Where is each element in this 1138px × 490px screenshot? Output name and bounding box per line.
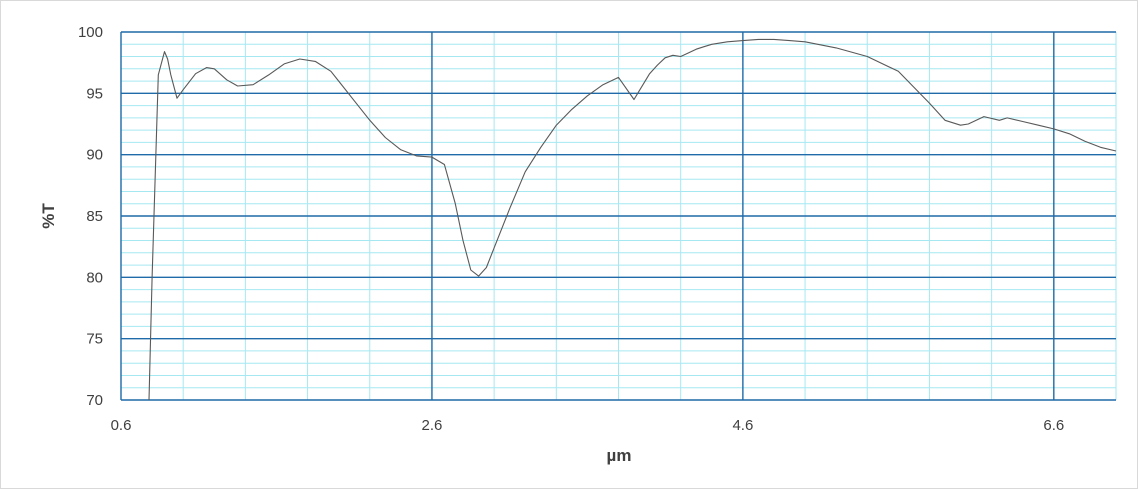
x-tick-label: 0.6 — [111, 417, 132, 434]
x-tick-labels: 0.6 2.6 4.6 6.6 — [111, 417, 1065, 434]
y-tick-labels: 70 75 80 85 90 95 100 — [78, 24, 103, 409]
y-tick-label: 90 — [86, 147, 103, 164]
x-tick-label: 6.6 — [1043, 417, 1064, 434]
series-layer — [148, 38, 1117, 401]
transmittance-series-line — [148, 38, 1117, 401]
y-axis-title: %T — [39, 203, 58, 229]
y-tick-label: 95 — [86, 85, 103, 102]
y-tick-label: 85 — [86, 208, 103, 225]
x-tick-label: 2.6 — [422, 417, 443, 434]
major-grid — [120, 31, 1116, 401]
y-tick-label: 100 — [78, 24, 103, 41]
x-axis-title: µm — [607, 446, 632, 465]
y-tick-label: 80 — [86, 269, 103, 286]
y-tick-label: 70 — [86, 392, 103, 409]
x-tick-label: 4.6 — [732, 417, 753, 434]
y-tick-label: 75 — [86, 331, 103, 348]
